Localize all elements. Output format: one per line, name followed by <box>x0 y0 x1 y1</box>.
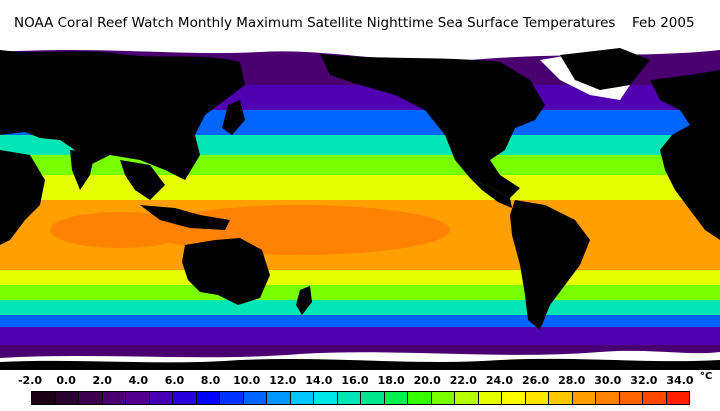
colorbar-tick-label: 4.0 <box>128 374 149 387</box>
colorbar-swatch <box>243 392 267 404</box>
colorbar-tick-label: 8.0 <box>200 374 221 387</box>
colorbar-swatch <box>549 392 573 404</box>
sst-band-south-subtropical <box>0 270 720 285</box>
colorbar-swatch <box>572 392 596 404</box>
colorbar-swatch <box>267 392 291 404</box>
land-europe-africa-east <box>650 70 720 240</box>
land-southeast-asia <box>120 160 165 200</box>
colorbar-swatch <box>173 392 197 404</box>
land-arabia-east-africa <box>0 150 45 245</box>
colorbar-swatch <box>502 392 526 404</box>
colorbar-tick-label: 22.0 <box>449 374 477 387</box>
colorbar-swatch <box>337 392 361 404</box>
sst-band-south-cold <box>0 327 720 345</box>
sst-band-south-mild <box>0 300 720 315</box>
colorbar-tick-label: 0.0 <box>56 374 76 387</box>
colorbar-swatch <box>196 392 220 404</box>
indian-ocean-warm <box>50 212 190 248</box>
colorbar-unit: °C <box>700 371 713 382</box>
land-north-america <box>320 54 545 198</box>
colorbar-tick-label: -2.0 <box>17 374 43 387</box>
sst-band-south-temperate <box>0 285 720 300</box>
sst-map <box>0 40 720 370</box>
colorbar-swatch <box>455 392 479 404</box>
colorbar-tick-label: 30.0 <box>594 374 622 387</box>
land-antarctica <box>0 358 720 370</box>
colorbar-swatch <box>431 392 455 404</box>
colorbar-tick-label: 2.0 <box>92 374 112 387</box>
colorbar-tick-label: 14.0 <box>305 374 333 387</box>
colorbar-tick-label: 18.0 <box>377 374 405 387</box>
colorbar-swatch <box>619 392 643 404</box>
land-japan <box>222 100 245 135</box>
colorbar-tick-label: 16.0 <box>341 374 369 387</box>
land-new-zealand <box>296 286 312 315</box>
land-greenland <box>560 48 650 90</box>
map-title: NOAA Coral Reef Watch Monthly Maximum Sa… <box>0 0 720 40</box>
colorbar-swatch <box>220 392 244 404</box>
colorbar-swatch <box>55 392 79 404</box>
colorbar-swatch <box>525 392 549 404</box>
sst-band-north-temperate <box>0 155 720 175</box>
land-australia <box>182 238 270 305</box>
land-eurasia-west <box>0 50 245 180</box>
colorbar-swatch <box>643 392 667 404</box>
colorbar-tick-label: 28.0 <box>558 374 586 387</box>
colorbar-swatch <box>384 392 408 404</box>
colorbar-tick-labels: -2.0 0.0 2.0 4.0 6.0 8.0 10.0 12.0 14.0 16.0 18.0 2… <box>0 374 720 388</box>
colorbar-tick-label: 24.0 <box>485 374 514 387</box>
colorbar-swatch <box>361 392 385 404</box>
colorbar-swatch <box>102 392 126 404</box>
colorbar-swatch <box>290 392 314 404</box>
colorbar-tick-label: 20.0 <box>413 374 441 387</box>
colorbar-swatch <box>478 392 502 404</box>
colorbar-swatch <box>79 392 103 404</box>
ice-north <box>0 40 720 62</box>
land-india <box>70 150 95 190</box>
colorbar-tick-label: 26.0 <box>521 374 550 387</box>
colorbar-tick-label: 10.0 <box>233 374 261 387</box>
colorbar-tick-label: 6.0 <box>164 374 185 387</box>
sst-band-south-cool <box>0 315 720 327</box>
colorbar-swatch <box>596 392 620 404</box>
colorbar-swatch <box>666 392 689 404</box>
colorbar-swatch <box>408 392 432 404</box>
colorbar-swatch <box>126 392 150 404</box>
land-south-america <box>510 200 590 330</box>
colorbar-tick-label: 32.0 <box>630 374 658 387</box>
colorbar <box>31 391 690 405</box>
title-text: NOAA Coral Reef Watch Monthly Maximum Sa… <box>14 15 616 31</box>
sst-band-north-subtropical <box>0 175 720 200</box>
land-central-america <box>470 178 512 208</box>
colorbar-swatch <box>149 392 173 404</box>
colorbar-swatch <box>32 392 56 404</box>
colorbar-tick-label: 34.0 <box>666 374 694 387</box>
colorbar-swatch <box>314 392 338 404</box>
colorbar-tick-label: 12.0 <box>269 374 297 387</box>
title-date: Feb 2005 <box>632 15 695 31</box>
land-indonesia <box>140 205 230 230</box>
